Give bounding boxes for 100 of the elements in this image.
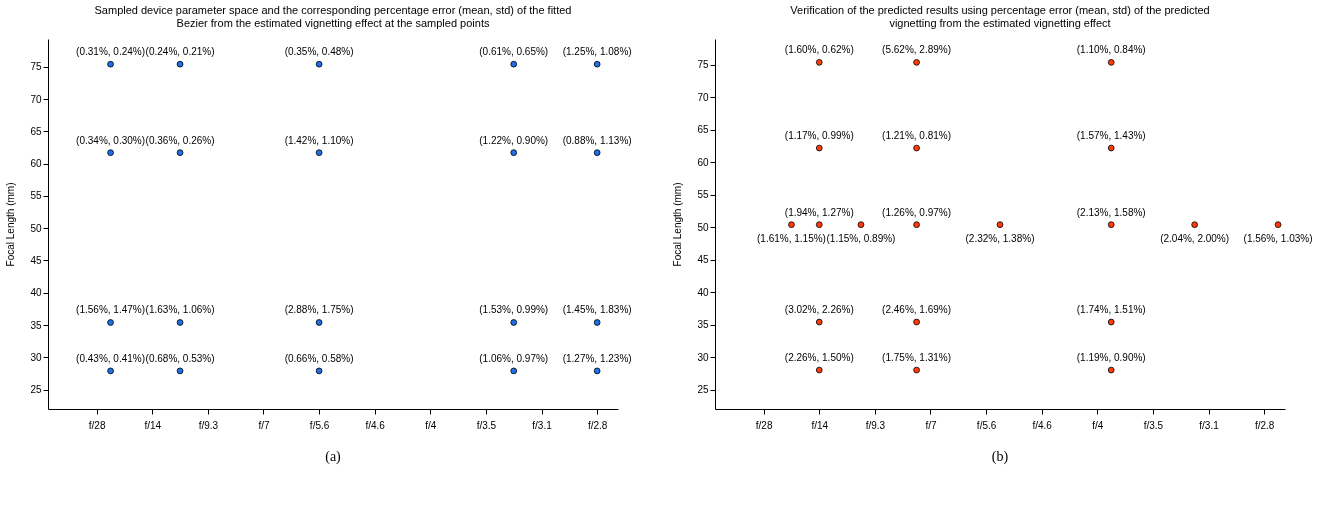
data-label: (1.56%, 1.47%) xyxy=(76,304,146,316)
y-tick-label: 55 xyxy=(30,190,42,202)
x-tick-label: f/4 xyxy=(1092,419,1104,431)
point xyxy=(1107,366,1115,374)
data-label: (1.10%, 0.84%) xyxy=(1076,44,1146,56)
y-tick-label: 25 xyxy=(30,384,42,396)
point xyxy=(913,59,920,66)
x-tick-label: f/3.1 xyxy=(1199,419,1220,431)
point xyxy=(107,319,114,326)
point xyxy=(510,149,518,156)
point xyxy=(996,221,1004,228)
chart-title: Sampled device parameter space and the corresponding percentage error (mean, std) of the fitted Bezier from the estimated vignetting effect at the sampled points xyxy=(94,4,572,29)
data-label: (1.57%, 1.43%) xyxy=(1076,130,1146,142)
x-tick-label: f/2.8 xyxy=(587,419,608,431)
y-tick-label: 50 xyxy=(30,222,42,234)
data-label: (1.63%, 1.06%) xyxy=(145,304,215,316)
data-label: (1.17%, 0.99%) xyxy=(784,130,854,142)
data-label: (1.60%, 0.62%) xyxy=(784,44,854,56)
point xyxy=(176,319,184,326)
x-tick-label: f/28 xyxy=(755,419,773,431)
point xyxy=(815,59,823,66)
point xyxy=(176,60,184,68)
y-tick-label: 40 xyxy=(30,287,42,299)
x-tick-label: f/9.3 xyxy=(198,419,219,431)
data-label: (1.45%, 1.83%) xyxy=(562,304,632,316)
point xyxy=(913,366,920,374)
point xyxy=(593,367,601,375)
data-label: (1.19%, 0.90%) xyxy=(1076,352,1146,364)
x-tick-label: f/5.6 xyxy=(309,419,330,431)
data-label: (0.43%, 0.41%) xyxy=(76,352,146,364)
text: (a) xyxy=(325,449,342,465)
point xyxy=(107,60,114,68)
data-label: (0.31%, 0.24%) xyxy=(76,46,146,58)
y-tick-label: 30 xyxy=(30,351,42,363)
y-tick-label: 70 xyxy=(30,93,42,105)
point xyxy=(510,367,518,375)
x-tick-label: f/3.1 xyxy=(532,419,553,431)
point xyxy=(510,319,518,326)
point xyxy=(1107,318,1115,326)
data-label: (1.53%, 0.99%) xyxy=(479,304,549,316)
x-tick-label: f/28 xyxy=(88,419,106,431)
data-label: (0.36%, 0.26%) xyxy=(145,134,215,146)
chart-title: Verification of the predicted results using percentage error (mean, std) of the predicted vignetting from the estimated vignetting effect xyxy=(790,4,1210,29)
point xyxy=(913,318,920,326)
x-tick-label: f/2.8 xyxy=(1254,419,1275,431)
y-tick-label: 35 xyxy=(30,319,42,331)
y-tick-label: 35 xyxy=(697,319,709,331)
point xyxy=(1274,221,1282,228)
point xyxy=(107,149,114,156)
point xyxy=(815,318,823,326)
y-tick-label: 75 xyxy=(697,59,709,71)
point xyxy=(176,149,184,156)
point xyxy=(1191,221,1198,228)
x-tick-label: f/5.6 xyxy=(976,419,997,431)
x-tick-label: f/4.6 xyxy=(1032,419,1053,431)
data-label: (0.66%, 0.58%) xyxy=(284,352,354,364)
data-label: (2.46%, 1.69%) xyxy=(882,304,952,316)
data-label: (2.04%, 2.00%) xyxy=(1160,232,1230,244)
x-tick-label: f/14 xyxy=(811,419,829,431)
point xyxy=(815,221,823,228)
data-label: (0.34%, 0.30%) xyxy=(76,134,146,146)
y-tick-label: 25 xyxy=(697,384,709,396)
point xyxy=(593,319,601,326)
point xyxy=(788,221,795,228)
data-label: (2.26%, 1.50%) xyxy=(784,352,854,364)
point xyxy=(315,149,323,156)
data-label: (1.94%, 1.27%) xyxy=(784,206,854,218)
point xyxy=(815,144,823,152)
data-label: (1.61%, 1.15%) xyxy=(756,232,826,244)
y-tick-label: 50 xyxy=(697,221,709,233)
data-label: (1.06%, 0.97%) xyxy=(479,352,549,364)
x-tick-label: f/4 xyxy=(425,419,437,431)
point xyxy=(315,60,323,68)
x-tick-label: f/14 xyxy=(144,419,162,431)
data-label: (1.27%, 1.23%) xyxy=(562,352,632,364)
data-label: (1.21%, 0.81%) xyxy=(882,130,952,142)
point xyxy=(1107,221,1115,228)
data-label: (1.26%, 0.97%) xyxy=(882,206,952,218)
data-label: (0.24%, 0.21%) xyxy=(145,46,215,58)
data-label: (2.88%, 1.75%) xyxy=(284,304,354,316)
x-tick-label: f/9.3 xyxy=(865,419,886,431)
data-label: (1.22%, 0.90%) xyxy=(479,134,549,146)
data-label: (2.32%, 1.38%) xyxy=(965,232,1035,244)
point xyxy=(176,367,184,375)
text: (b) xyxy=(991,449,1009,465)
y-tick-label: 55 xyxy=(697,189,709,201)
x-tick-label: f/7 xyxy=(258,419,270,431)
x-tick-label: f/7 xyxy=(925,419,937,431)
point xyxy=(593,60,601,68)
data-label: (5.62%, 2.89%) xyxy=(882,44,952,56)
data-label: (1.25%, 1.08%) xyxy=(562,46,632,58)
point xyxy=(1107,144,1115,152)
y-tick-label: 45 xyxy=(697,254,709,266)
x-tick-label: f/4.6 xyxy=(365,419,386,431)
y-tick-label: 65 xyxy=(30,125,42,137)
y-tick-label: 65 xyxy=(697,124,709,136)
x-tick-label: f/3.5 xyxy=(1143,419,1164,431)
data-label: (1.75%, 1.31%) xyxy=(882,352,952,364)
y-tick-label: 60 xyxy=(697,156,709,168)
point xyxy=(510,60,518,68)
